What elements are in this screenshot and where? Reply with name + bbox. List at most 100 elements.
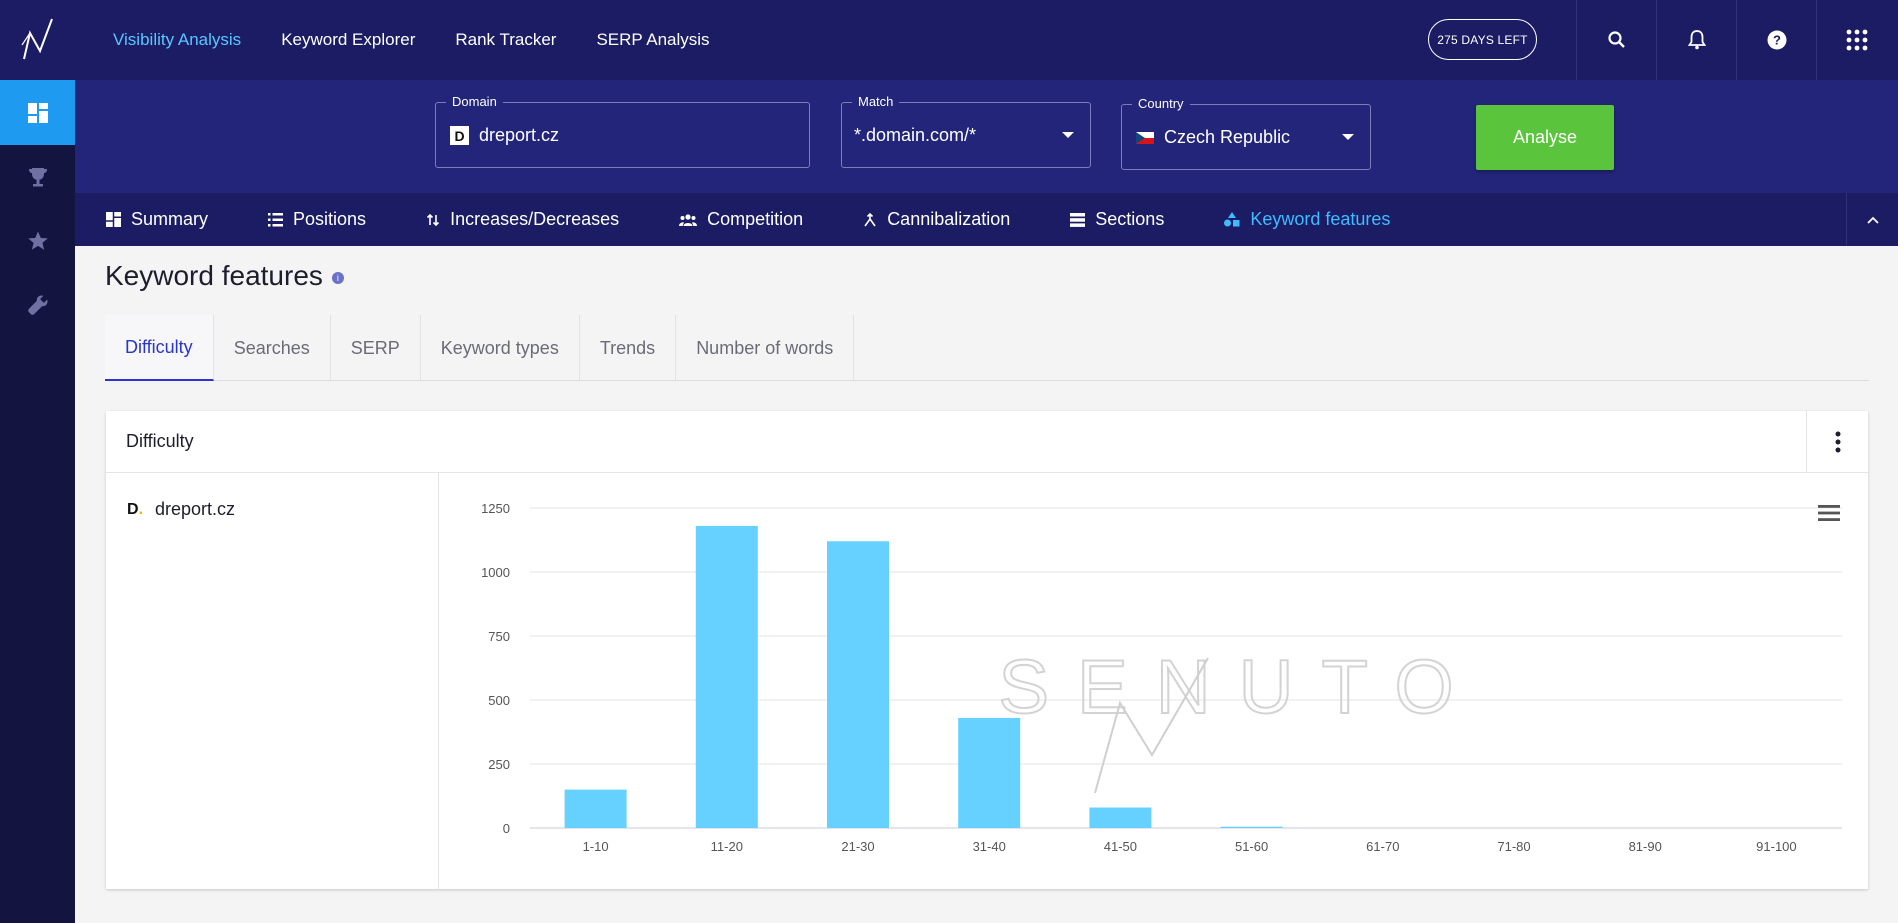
shapes-icon <box>1224 212 1240 227</box>
y-tick-label: 750 <box>488 629 510 644</box>
x-tick-label: 1-10 <box>583 839 609 854</box>
svg-text:?: ? <box>1773 33 1781 48</box>
subnav-keyword-features[interactable]: Keyword features <box>1224 209 1390 230</box>
bell-icon[interactable] <box>1656 0 1736 80</box>
topnav-keyword-explorer[interactable]: Keyword Explorer <box>281 30 416 49</box>
x-tick-label: 21-30 <box>841 839 874 854</box>
bar-51-60 <box>1220 826 1283 828</box>
tab-trends[interactable]: Trends <box>580 315 677 381</box>
bar-21-30 <box>827 541 889 828</box>
days-left-badge[interactable]: 275 DAYS LEFT <box>1428 19 1537 60</box>
sidebar-item-tools[interactable] <box>0 273 75 337</box>
tab-searches[interactable]: Searches <box>214 315 331 381</box>
card-title: Difficulty <box>126 431 194 451</box>
match-select-value: *.domain.com/* <box>854 125 977 145</box>
tab-difficulty[interactable]: Difficulty <box>105 315 214 381</box>
star-icon <box>27 231 48 250</box>
dashboard-icon <box>27 102 48 123</box>
sections-icon <box>1070 212 1086 227</box>
top-navigation: Visibility Analysis Keyword Explorer Ran… <box>113 0 750 80</box>
sidebar-item-trophy[interactable] <box>0 145 75 209</box>
senuto-logo-icon[interactable] <box>0 0 75 80</box>
tab-number-of-words[interactable]: Number of words <box>676 315 855 381</box>
x-tick-label: 71-80 <box>1497 839 1530 854</box>
bar-41-50 <box>1089 807 1152 828</box>
section-navigation: Summary Positions Increases/Decreases Co… <box>75 193 1898 246</box>
x-tick-label: 51-60 <box>1235 839 1268 854</box>
card-menu-button[interactable] <box>1806 411 1868 473</box>
tab-keyword-types[interactable]: Keyword types <box>421 315 580 381</box>
country-select-value: Czech Republic <box>1164 127 1291 147</box>
x-tick-label: 41-50 <box>1104 839 1137 854</box>
country-select[interactable]: Country Czech Republic <box>1121 96 1371 170</box>
more-vertical-icon <box>1835 431 1840 453</box>
match-field-label: Match <box>852 94 900 109</box>
bar-31-40 <box>958 717 1021 828</box>
top-icon-group: ? <box>1576 0 1896 80</box>
wrench-icon <box>27 295 47 315</box>
subnav-competition[interactable]: Competition <box>679 209 803 230</box>
czech-flag-icon <box>1136 131 1154 144</box>
domain-field[interactable]: Domain D dreport.cz <box>435 94 810 168</box>
difficulty-card: Difficulty D. dreport.cz 0 250 500 750 1000 1… <box>106 411 1868 889</box>
sidebar-item-dashboard[interactable] <box>0 80 75 145</box>
subnav-increases-decreases[interactable]: Increases/Decreases <box>426 209 619 230</box>
top-bar: Visibility Analysis Keyword Explorer Ran… <box>0 0 1898 80</box>
topnav-visibility-analysis[interactable]: Visibility Analysis <box>113 30 242 49</box>
trophy-icon <box>28 168 47 187</box>
page-title-text: Keyword features <box>105 260 323 291</box>
dashboard-icon <box>106 212 121 227</box>
merge-icon <box>863 212 877 227</box>
topnav-serp-analysis[interactable]: SERP Analysis <box>596 30 710 49</box>
x-tick-label: 31-40 <box>973 839 1006 854</box>
filter-bar: Domain D dreport.cz Match *.domain.com/*… <box>75 80 1898 193</box>
search-icon[interactable] <box>1576 0 1656 80</box>
difficulty-bar-chart: 0 250 500 750 1000 1250 SENUTO 1-10 11-20 21-30 31… <box>481 501 1842 854</box>
domain-favicon-icon: D <box>450 126 469 145</box>
y-tick-label: 500 <box>488 693 510 708</box>
subnav-sections[interactable]: Sections <box>1070 209 1164 230</box>
list-icon <box>268 212 284 227</box>
subnav-summary[interactable]: Summary <box>106 209 208 230</box>
y-tick-label: 0 <box>503 821 510 836</box>
help-icon[interactable]: ? <box>1736 0 1816 80</box>
domain-input[interactable]: dreport.cz <box>479 125 560 145</box>
watermark-logo-icon <box>1094 657 1209 794</box>
arrows-updown-icon <box>426 213 440 227</box>
collapse-button[interactable] <box>1846 193 1898 246</box>
chart-menu-button[interactable] <box>1818 505 1840 526</box>
match-select[interactable]: Match *.domain.com/* <box>841 94 1091 168</box>
bar-1-10 <box>564 789 627 828</box>
page-title: Keyword features i <box>105 260 344 292</box>
hamburger-icon <box>1818 505 1840 521</box>
chevron-down-icon <box>1062 132 1074 138</box>
subnav-positions[interactable]: Positions <box>268 209 366 230</box>
bar-11-20 <box>695 525 758 828</box>
domain-favicon-icon: D. <box>127 500 144 518</box>
legend-panel: D. dreport.cz <box>106 473 439 889</box>
sidebar <box>0 80 75 923</box>
topnav-rank-tracker[interactable]: Rank Tracker <box>455 30 557 49</box>
legend-domain-label: dreport.cz <box>155 499 236 519</box>
x-tick-label: 61-70 <box>1366 839 1399 854</box>
x-tick-label: 91-100 <box>1756 839 1796 854</box>
apps-grid-icon[interactable] <box>1816 0 1896 80</box>
info-icon[interactable]: i <box>331 272 344 284</box>
chevron-down-icon <box>1342 134 1354 140</box>
difficulty-chart: 0 250 500 750 1000 1250 SENUTO 1-10 11-20 21-30 31… <box>440 473 1868 889</box>
y-tick-label: 1000 <box>481 565 510 580</box>
analyse-button[interactable]: Analyse <box>1476 105 1614 170</box>
tab-serp[interactable]: SERP <box>331 315 421 381</box>
sidebar-item-star[interactable] <box>0 209 75 273</box>
subnav-cannibalization[interactable]: Cannibalization <box>863 209 1010 230</box>
country-field-label: Country <box>1132 96 1190 111</box>
x-tick-label: 81-90 <box>1629 839 1662 854</box>
domain-field-label: Domain <box>446 94 503 109</box>
chevron-up-icon <box>1866 216 1879 224</box>
people-icon <box>679 213 698 226</box>
feature-tabs: Difficulty Searches SERP Keyword types T… <box>105 315 1869 381</box>
legend-item: D. dreport.cz <box>127 499 235 520</box>
y-tick-label: 1250 <box>481 501 510 516</box>
y-tick-label: 250 <box>488 757 510 772</box>
watermark-text: SENUTO <box>998 645 1481 730</box>
